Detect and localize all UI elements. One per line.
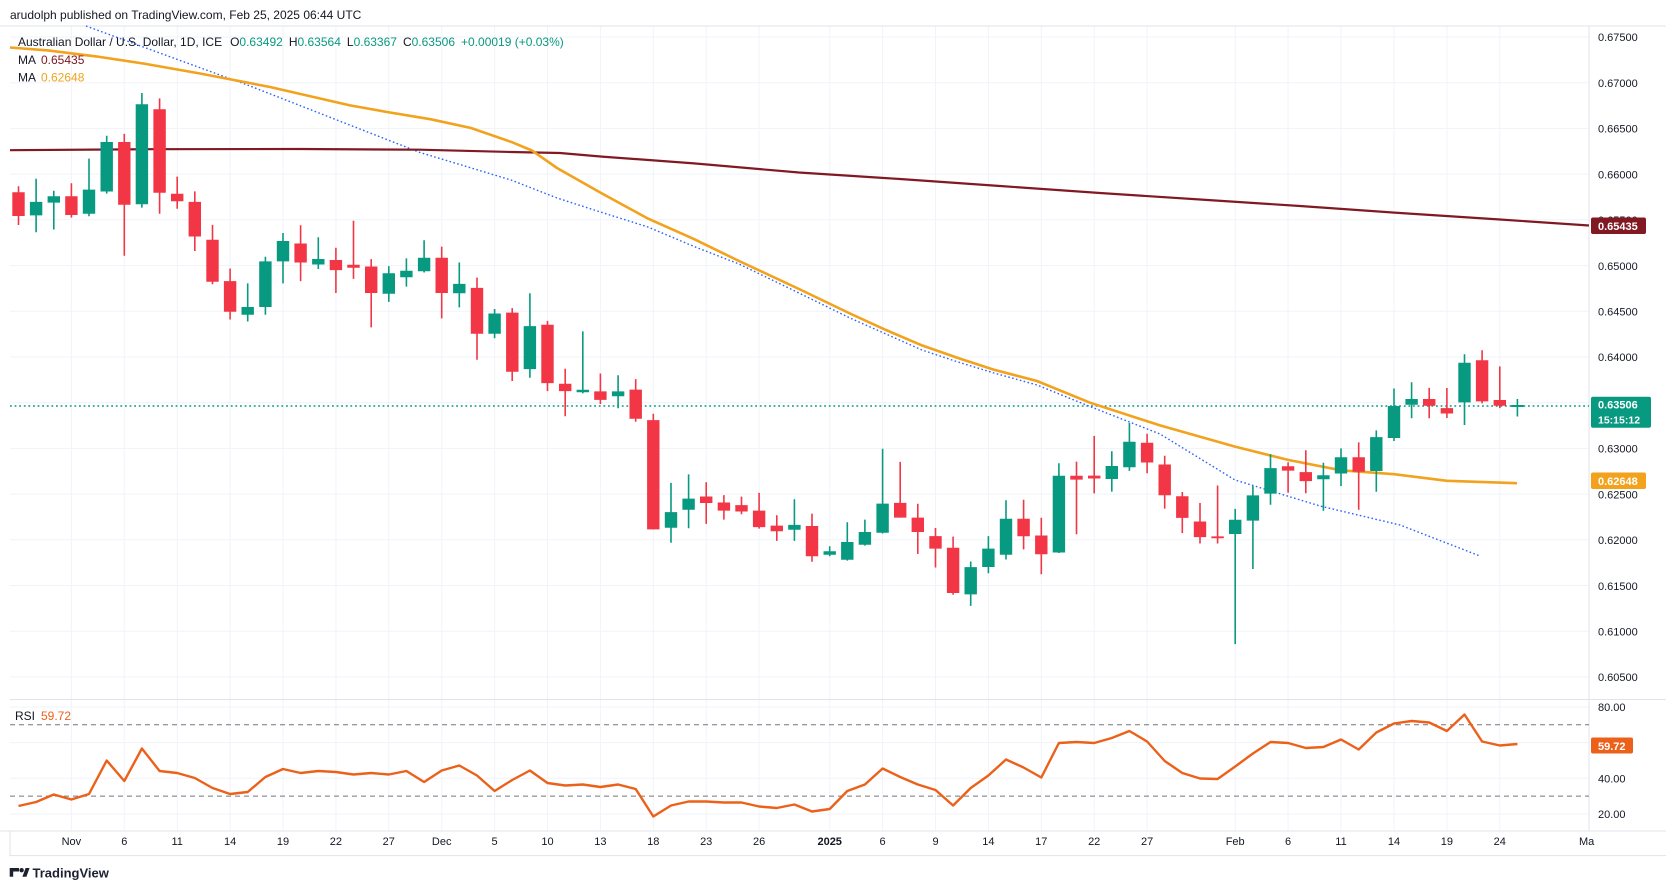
svg-text:Australian Dollar / U.S. Dolla: Australian Dollar / U.S. Dollar, 1D, ICE… <box>18 35 564 49</box>
svg-text:0.61000: 0.61000 <box>1598 627 1638 639</box>
svg-text:24: 24 <box>1494 836 1506 848</box>
svg-text:22: 22 <box>330 836 342 848</box>
svg-text:6: 6 <box>1285 836 1291 848</box>
svg-text:0.62500: 0.62500 <box>1598 489 1638 501</box>
svg-text:14: 14 <box>1388 836 1400 848</box>
svg-text:Nov: Nov <box>62 836 82 848</box>
svg-text:Dec: Dec <box>432 836 452 848</box>
svg-text:0.65435: 0.65435 <box>1598 221 1638 233</box>
svg-text:10: 10 <box>541 836 553 848</box>
svg-text:0.60500: 0.60500 <box>1598 672 1638 684</box>
svg-text:80.00: 80.00 <box>1598 702 1626 714</box>
svg-text:11: 11 <box>1335 836 1346 848</box>
svg-text:19: 19 <box>277 836 289 848</box>
svg-text:18: 18 <box>647 836 659 848</box>
svg-text:0.67000: 0.67000 <box>1598 78 1638 90</box>
svg-text:0.67500: 0.67500 <box>1598 32 1638 44</box>
svg-text:11: 11 <box>171 836 182 848</box>
svg-text:15:15:12: 15:15:12 <box>1598 415 1640 427</box>
svg-text:arudolph published on TradingV: arudolph published on TradingView.com, F… <box>10 8 362 22</box>
svg-text:40.00: 40.00 <box>1598 774 1626 786</box>
svg-text:0.63000: 0.63000 <box>1598 444 1638 456</box>
svg-text:MA 0.65435: MA 0.65435 <box>18 53 85 67</box>
svg-text:0.66000: 0.66000 <box>1598 169 1638 181</box>
svg-text:19: 19 <box>1441 836 1453 848</box>
svg-text:14: 14 <box>982 836 994 848</box>
svg-text:6: 6 <box>880 836 886 848</box>
svg-text:0.66500: 0.66500 <box>1598 124 1638 136</box>
svg-text:2025: 2025 <box>817 836 841 848</box>
svg-text:TradingView: TradingView <box>33 865 110 880</box>
svg-text:22: 22 <box>1088 836 1100 848</box>
svg-text:0.63506: 0.63506 <box>1598 400 1638 412</box>
svg-text:0.64500: 0.64500 <box>1598 307 1638 319</box>
svg-text:0.65000: 0.65000 <box>1598 261 1638 273</box>
svg-text:59.72: 59.72 <box>1598 741 1626 753</box>
svg-text:20.00: 20.00 <box>1598 809 1626 821</box>
svg-text:Feb: Feb <box>1226 836 1245 848</box>
svg-text:6: 6 <box>121 836 127 848</box>
svg-text:5: 5 <box>492 836 498 848</box>
svg-text:0.64000: 0.64000 <box>1598 352 1638 364</box>
svg-text:0.62648: 0.62648 <box>1598 476 1638 488</box>
svg-text:9: 9 <box>932 836 938 848</box>
svg-text:23: 23 <box>700 836 712 848</box>
svg-text:26: 26 <box>753 836 765 848</box>
svg-text:RSI 59.72: RSI 59.72 <box>15 709 71 723</box>
svg-text:27: 27 <box>1141 836 1153 848</box>
svg-text:27: 27 <box>383 836 395 848</box>
svg-text:13: 13 <box>594 836 606 848</box>
svg-text:0.61500: 0.61500 <box>1598 581 1638 593</box>
svg-text:0.62000: 0.62000 <box>1598 535 1638 547</box>
svg-text:Ma: Ma <box>1579 836 1595 848</box>
svg-text:14: 14 <box>224 836 236 848</box>
svg-text:MA 0.62648: MA 0.62648 <box>18 71 85 85</box>
svg-text:17: 17 <box>1035 836 1047 848</box>
